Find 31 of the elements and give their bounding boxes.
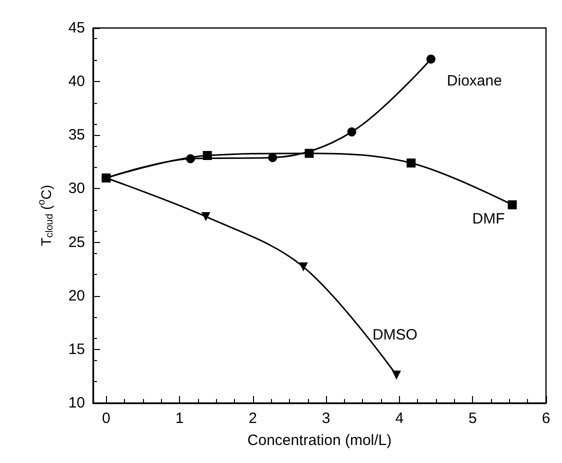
point — [426, 54, 436, 64]
point — [392, 370, 401, 380]
y-axis-title: Tcloud (oC) — [36, 184, 56, 246]
series-label: DMSO — [372, 326, 418, 344]
x-tick-label: 3 — [322, 410, 330, 427]
point — [201, 212, 210, 222]
point — [186, 154, 195, 164]
y-tick-label: 15 — [68, 340, 85, 358]
series-label: Dioxane — [446, 72, 502, 90]
y-tick-label: 35 — [68, 126, 85, 144]
x-tick-label: 0 — [102, 410, 110, 427]
x-tick-label: 4 — [395, 410, 404, 427]
point — [347, 127, 356, 136]
y-tick-label: 10 — [68, 394, 85, 412]
y-tick-label: 20 — [68, 287, 85, 304]
y-tick-label: 45 — [68, 20, 85, 36]
point — [304, 148, 314, 158]
y-tick-label: 30 — [68, 180, 85, 198]
x-tick-label: 5 — [468, 410, 477, 427]
series-label: DMF — [472, 210, 505, 228]
point — [202, 151, 212, 160]
x-tick-label: 2 — [248, 410, 257, 427]
point — [268, 153, 278, 162]
point — [298, 262, 308, 272]
point — [508, 200, 517, 210]
point — [406, 158, 416, 168]
x-tick-label: 6 — [542, 410, 550, 427]
y-tick-label: 25 — [68, 234, 85, 251]
x-tick-label: 1 — [175, 410, 184, 427]
y-tick-label: 40 — [68, 73, 85, 90]
x-axis-title: Concentration (mol/L) — [247, 432, 392, 449]
